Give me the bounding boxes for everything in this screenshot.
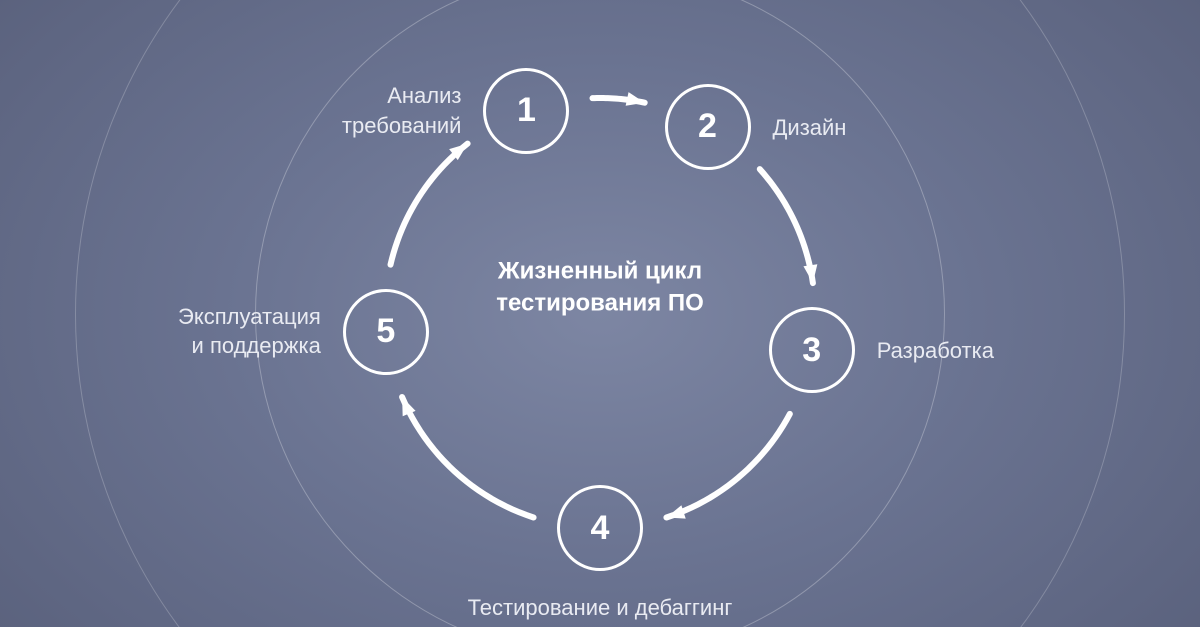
cycle-arrow-icon (0, 0, 1200, 627)
diagram-stage: Жизненный цикл тестирования ПО 1Анализ т… (0, 0, 1200, 627)
